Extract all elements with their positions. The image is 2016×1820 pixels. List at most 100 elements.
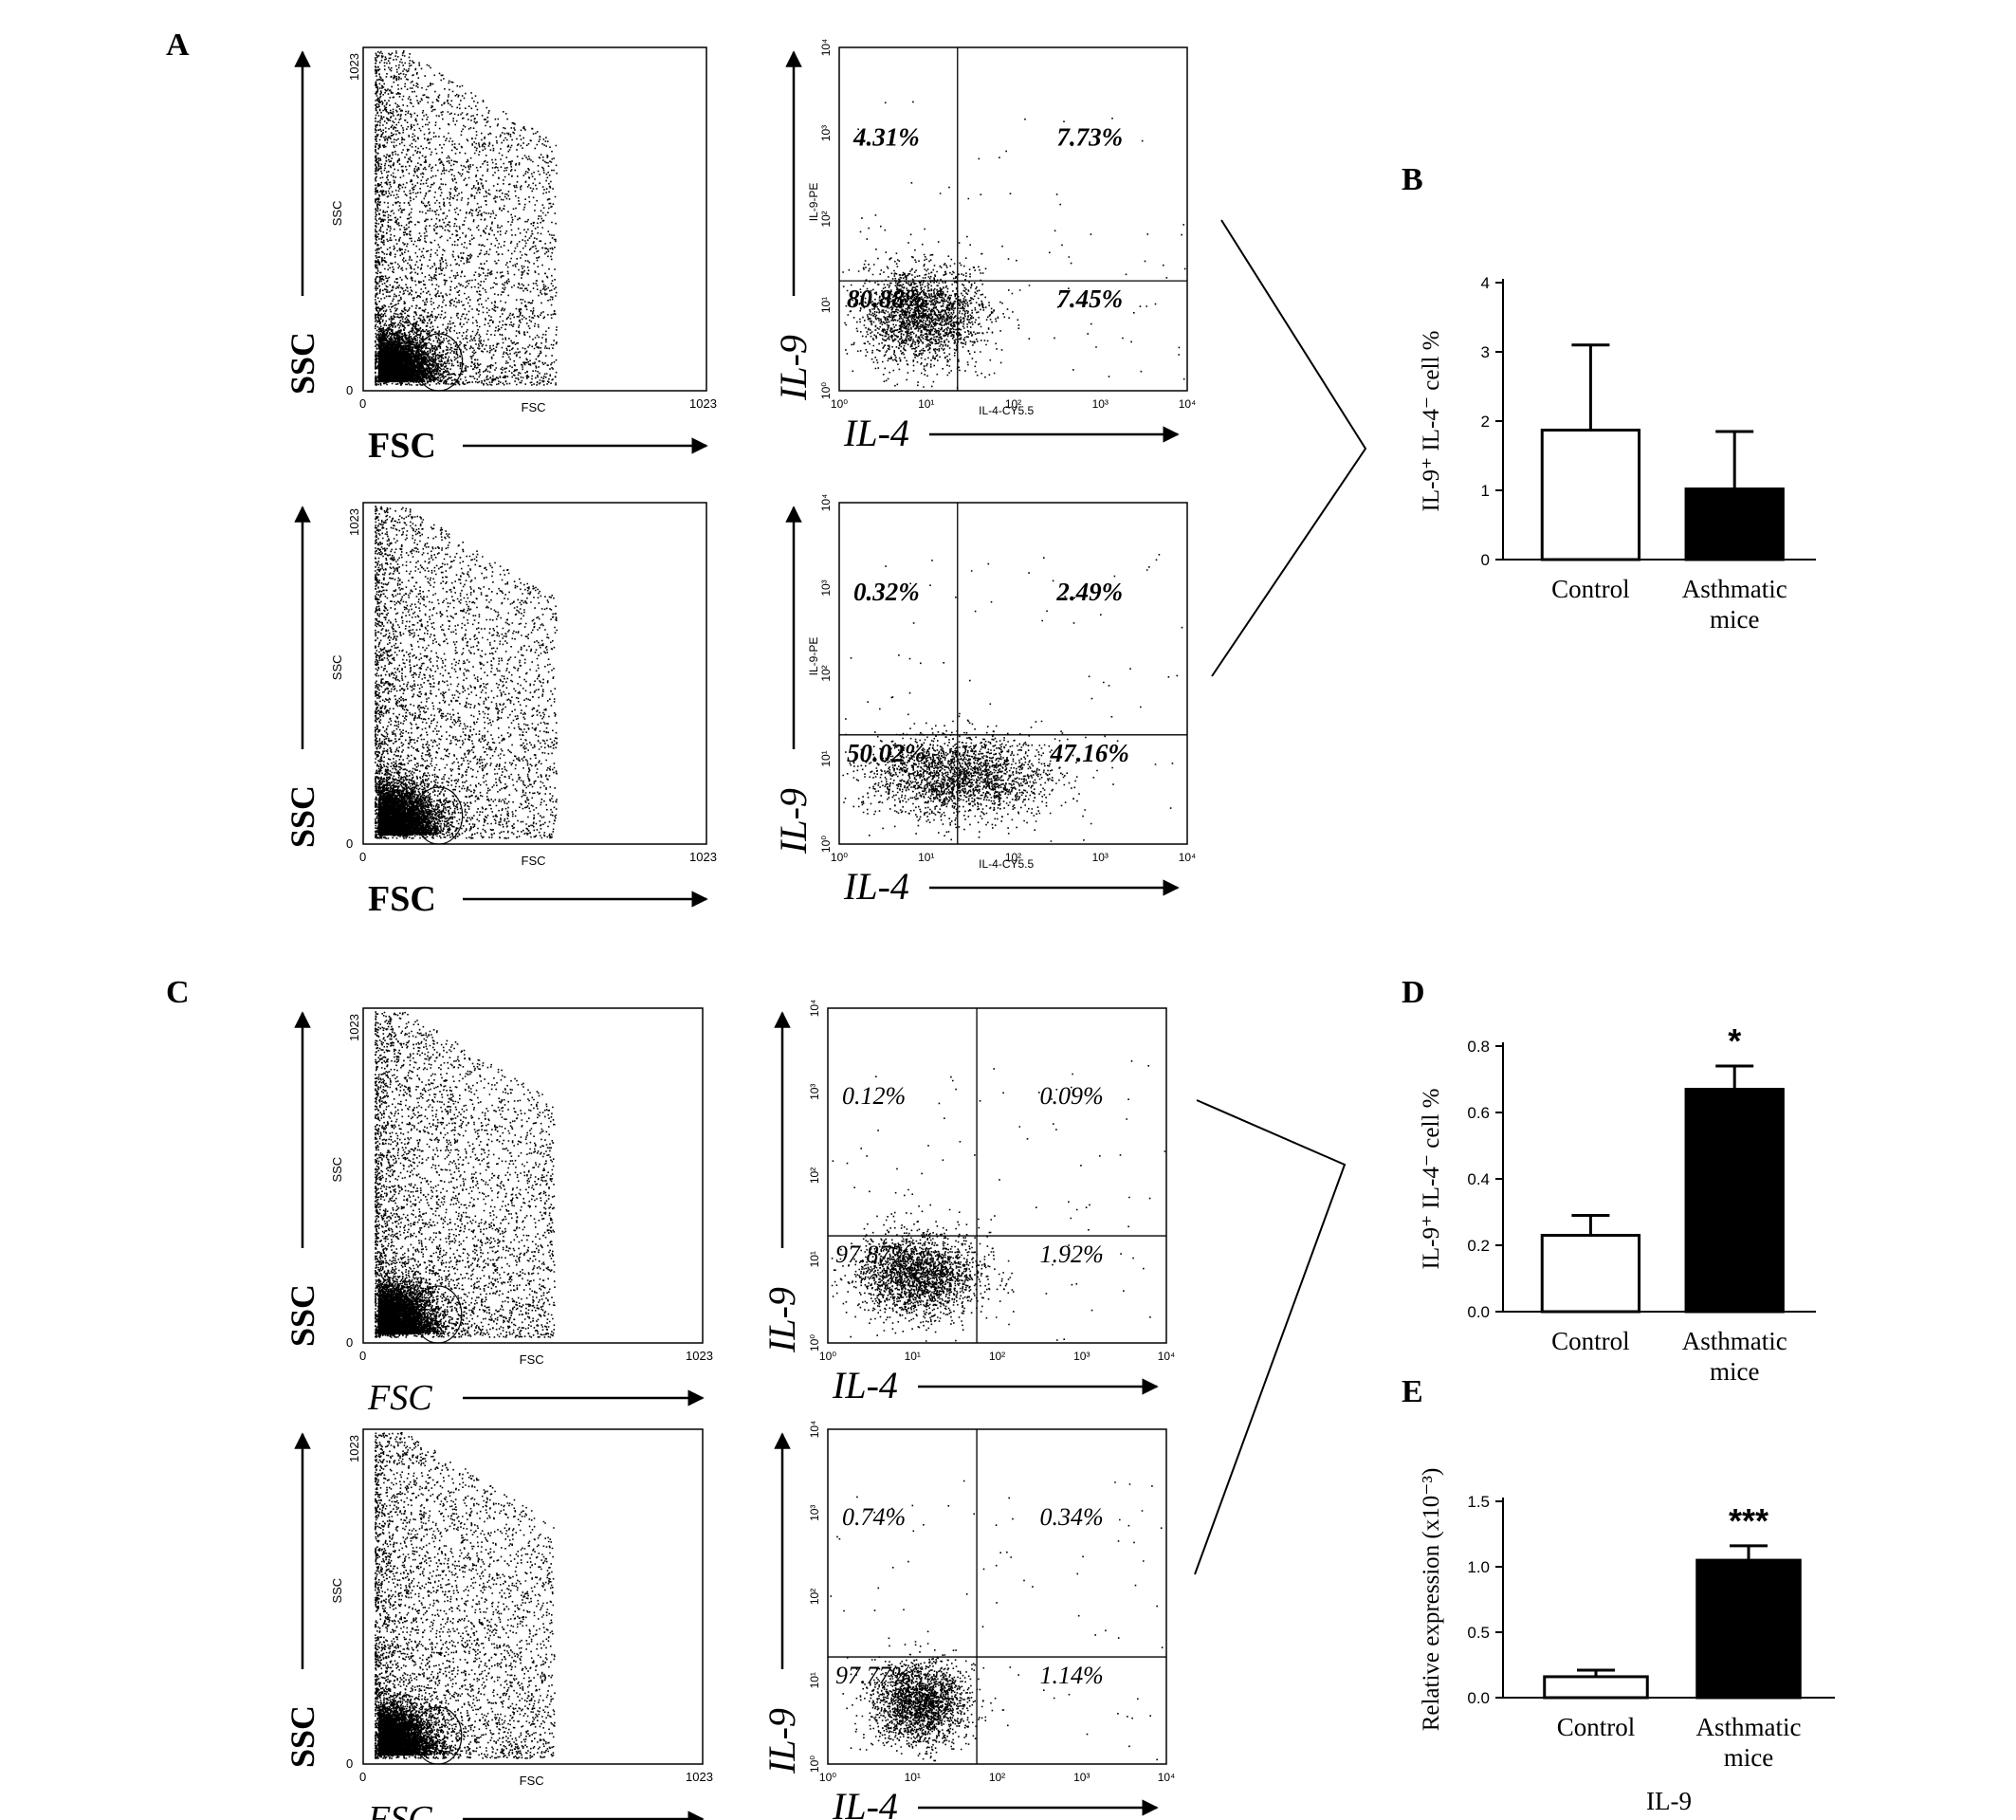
y-tick-1023: 1023	[347, 508, 361, 536]
category-label-line2: mice	[1724, 1743, 1773, 1772]
quadrant-upper-right: 2.49%	[1055, 578, 1123, 606]
x-log-tick: 10³	[1092, 397, 1109, 411]
y-tick-label: 2	[1481, 413, 1490, 431]
ssc-big-label: SSC	[284, 1705, 321, 1768]
x-log-tick: 10¹	[905, 1771, 921, 1784]
panel-label-C: C	[166, 975, 190, 1010]
y-tick-label: 1.5	[1467, 1493, 1490, 1511]
y-tick-label: 1	[1481, 482, 1490, 500]
lymphocyte-gate	[414, 786, 464, 845]
x-tick-1023: 1023	[686, 1770, 713, 1784]
y-tick-1023: 1023	[347, 53, 361, 81]
bar-asthmatic	[1695, 1558, 1802, 1700]
quadrant-lower-left: 50.02%	[847, 739, 926, 767]
y-tick-label: 0.5	[1467, 1624, 1490, 1642]
x-log-tick: 10⁰	[831, 851, 848, 864]
y-axis-label: Relative expression (x10⁻³)	[1419, 1468, 1444, 1732]
x-tick-0: 0	[359, 396, 366, 411]
category-label: Control	[1551, 1327, 1630, 1355]
scatter-events	[375, 1432, 556, 1759]
plot-frame	[827, 1428, 1167, 1765]
y-log-tick: 10³	[808, 1084, 821, 1100]
bar-control	[1540, 428, 1641, 561]
x-log-tick: 10¹	[905, 1350, 921, 1363]
fsc-small-label: FSC	[520, 1352, 544, 1367]
ssc-big-label: SSC	[284, 785, 321, 848]
y-tick-1023: 1023	[347, 1435, 361, 1462]
quadrant-lower-left: 97.87%	[835, 1241, 911, 1268]
panel-label-E: E	[1402, 1374, 1423, 1409]
fsc-ssc-plot: 1023 00 1023 FSC SSC FSC SSC	[284, 502, 717, 919]
x-tick-0: 0	[359, 850, 366, 864]
bar-asthmatic	[1684, 1088, 1785, 1314]
plot-frame	[838, 46, 1188, 392]
il4-small-label: IL-4-CY5.5	[979, 404, 1034, 417]
x-log-tick: 10²	[989, 1350, 1005, 1363]
il4-big-label: IL-4	[843, 865, 909, 908]
y-log-tick: 10⁴	[819, 494, 833, 512]
fsc-small-label: FSC	[520, 1774, 544, 1788]
quadrant-lower-right: 1.92%	[1039, 1241, 1103, 1268]
y-log-tick: 10²	[819, 211, 833, 227]
plot-frame	[362, 1007, 704, 1344]
y-log-tick: 10⁰	[819, 382, 833, 399]
scatter-events	[830, 1480, 1164, 1762]
y-tick-0: 0	[346, 383, 353, 397]
il9-big-label: IL-9	[772, 335, 815, 401]
fsc-small-label: FSC	[522, 854, 546, 868]
quadrant-upper-left: 4.31%	[852, 122, 920, 151]
x-log-tick: 10⁴	[1158, 1771, 1176, 1784]
quadrant-upper-left: 0.32%	[853, 578, 920, 606]
y-tick-label: 0.2	[1467, 1237, 1490, 1255]
plot-frame	[827, 1007, 1167, 1344]
x-axis-label: IL-9	[1646, 1787, 1692, 1815]
y-tick-label: 0.6	[1467, 1104, 1490, 1122]
y-log-tick: 10⁴	[808, 1000, 821, 1018]
il9-big-label: IL-9	[772, 788, 815, 855]
x-log-tick: 10³	[1073, 1771, 1090, 1784]
y-log-tick: 10³	[808, 1505, 821, 1521]
x-log-tick: 10⁴	[1179, 397, 1197, 411]
y-tick-label: 0.0	[1467, 1689, 1490, 1707]
y-tick-label: 4	[1481, 274, 1490, 292]
y-log-tick: 10²	[808, 1167, 821, 1184]
scatter-events	[375, 506, 558, 839]
y-axis-label: IL-9⁺ IL-4⁻ cell %	[1419, 331, 1444, 512]
category-label-line2: mice	[1710, 1357, 1759, 1386]
connector-A-B	[1211, 219, 1367, 677]
y-axis-label: IL-9⁺ IL-4⁻ cell %	[1419, 1089, 1444, 1270]
plot-frame	[838, 502, 1188, 845]
il4-big-label: IL-4	[832, 1785, 898, 1820]
x-log-tick: 10¹	[918, 397, 934, 411]
scatter-events	[842, 101, 1186, 389]
x-tick-0: 0	[359, 1770, 366, 1784]
x-log-tick: 10¹	[918, 851, 934, 864]
y-tick-label: 1.0	[1467, 1558, 1490, 1576]
quadrant-lower-right: 47.16%	[1050, 739, 1129, 767]
y-log-tick: 10³	[819, 579, 833, 596]
x-tick-1023: 1023	[689, 850, 717, 864]
scatter-events	[831, 1060, 1166, 1342]
connector-C-DE	[1194, 1099, 1347, 1575]
ssc-small-label: SSC	[330, 1157, 344, 1183]
plot-frame	[362, 46, 707, 392]
y-log-tick: 10²	[819, 665, 833, 681]
quadrant-upper-right: 0.34%	[1039, 1503, 1103, 1531]
fsc-big-label: FSC	[368, 426, 436, 466]
y-tick-label: 0.4	[1467, 1170, 1490, 1188]
fsc-ssc-plot: 1023 00 1023 FSC SSC FSC SSC	[284, 1007, 713, 1418]
y-log-tick: 10¹	[808, 1251, 821, 1267]
quadrant-lower-left: 97.77%	[835, 1662, 911, 1689]
quadrant-upper-left: 0.74%	[842, 1503, 906, 1531]
y-log-tick: 10¹	[819, 297, 833, 313]
x-log-tick: 10²	[1005, 397, 1021, 411]
quadrant-lower-left: 80.88%	[847, 285, 926, 313]
il4-big-label: IL-4	[832, 1364, 898, 1406]
y-tick-0: 0	[346, 836, 353, 851]
